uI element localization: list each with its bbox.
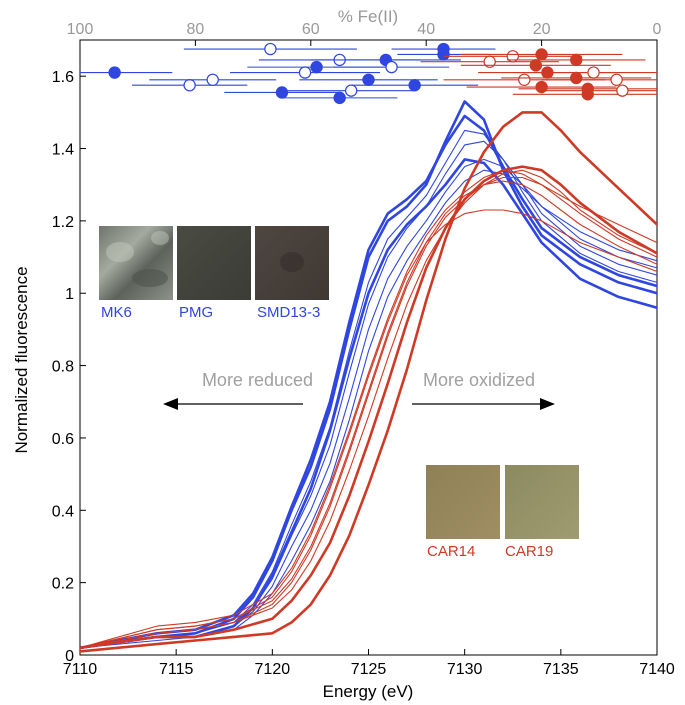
fe-ii-point-17	[506, 50, 519, 63]
top-tick-label-2: 60	[302, 21, 320, 38]
sample-label-smd13-3: SMD13-3	[257, 304, 320, 321]
y-tick-label-2: 0.4	[52, 503, 74, 520]
y-tick-label-1: 0.2	[52, 576, 74, 593]
more-oxidized-label: More oxidized	[423, 370, 535, 390]
sample-photo-pmg	[177, 226, 251, 300]
fe-ii-point-21	[518, 73, 531, 86]
x-tick-label-3: 7125	[351, 661, 387, 678]
spectra-lines	[80, 100, 657, 653]
axis-ticks: 7110 7115 7120 7125 7130 7135 7140 0 0.2 0.4 0.6 0.…	[52, 21, 675, 678]
series-line-6	[80, 169, 657, 649]
y-tick-label-8: 1.6	[52, 69, 74, 86]
fe-ii-point-22	[535, 80, 548, 94]
fe-ii-point-10	[362, 73, 375, 86]
series-line-11	[80, 169, 657, 649]
fe-ii-point-6	[310, 60, 323, 74]
sample-photo-car19	[505, 465, 579, 539]
fe-ii-point-23	[570, 53, 583, 67]
fe-ii-point-13	[408, 79, 421, 92]
fe-ii-point-3	[264, 42, 277, 56]
series-line-1	[80, 158, 657, 650]
right-arrow-icon	[412, 398, 555, 410]
series-line-9	[80, 180, 657, 649]
series-line-2	[80, 114, 657, 650]
sample-photo-mk6	[99, 226, 173, 300]
x-tick-label-4: 7130	[447, 661, 483, 678]
series-line-12	[80, 209, 657, 649]
sample-label-car14: CAR14	[427, 543, 475, 560]
y-tick-label-3: 0.6	[52, 431, 74, 448]
fe-ii-point-19	[529, 59, 543, 72]
fe-ii-point-15	[437, 48, 450, 61]
fe-ii-point-27	[610, 73, 623, 86]
fe-ii-point-1	[183, 79, 196, 92]
sample-label-car19: CAR19	[505, 543, 553, 560]
y-tick-label-4: 0.8	[52, 359, 74, 376]
y-axis-label: Normalized fluorescence	[12, 266, 31, 453]
fe-ii-point-12	[385, 60, 398, 74]
fe-ii-point-2	[206, 73, 219, 86]
y-tick-label-0: 0	[65, 648, 74, 665]
top-tick-label-3: 40	[417, 21, 435, 38]
x-axis-label: Energy (eV)	[323, 682, 414, 701]
left-arrow-icon	[163, 398, 303, 410]
series-line-7	[80, 111, 657, 653]
series-line-10	[80, 169, 657, 649]
fe-ii-point-5	[298, 66, 312, 79]
y-tick-label-6: 1.2	[52, 214, 74, 231]
x-tick-label-5: 7135	[543, 661, 579, 678]
top-tick-label-5: 0	[653, 21, 662, 38]
more-reduced-label: More reduced	[202, 370, 313, 390]
series-line-13	[80, 176, 657, 649]
fe-ii-point-0	[108, 66, 121, 79]
top-tick-label-4: 20	[533, 21, 551, 38]
fe-ii-point-29	[616, 84, 629, 97]
fe-ii-point-25	[587, 66, 600, 79]
fe-ii-point-8	[333, 91, 346, 105]
x-tick-label-0: 7110	[63, 661, 98, 678]
y-tick-label-5: 1	[65, 286, 74, 303]
sample-photo-car14	[426, 465, 500, 539]
y-tick-label-7: 1.4	[52, 142, 74, 159]
fe-ii-point-4	[275, 86, 289, 99]
sample-photo-smd13-3	[255, 226, 329, 300]
plot-frame	[79, 39, 658, 656]
top-tick-label-0: 100	[67, 21, 94, 38]
sample-label-mk6: MK6	[101, 304, 132, 321]
top-axis-label: % Fe(II)	[338, 7, 398, 26]
x-tick-label-6: 7140	[639, 661, 675, 678]
fe-ii-point-28	[581, 88, 594, 101]
series-line-8	[80, 165, 657, 650]
fe-ii-point-24	[570, 71, 583, 85]
x-tick-label-2: 7120	[255, 661, 291, 678]
fe-ii-point-18	[535, 48, 548, 61]
fe-ii-points	[80, 42, 657, 105]
series-line-3	[80, 129, 657, 649]
sample-label-pmg: PMG	[179, 304, 213, 321]
top-tick-label-1: 80	[187, 21, 205, 38]
fe-ii-point-9	[344, 84, 358, 97]
x-tick-label-1: 7115	[159, 661, 194, 678]
